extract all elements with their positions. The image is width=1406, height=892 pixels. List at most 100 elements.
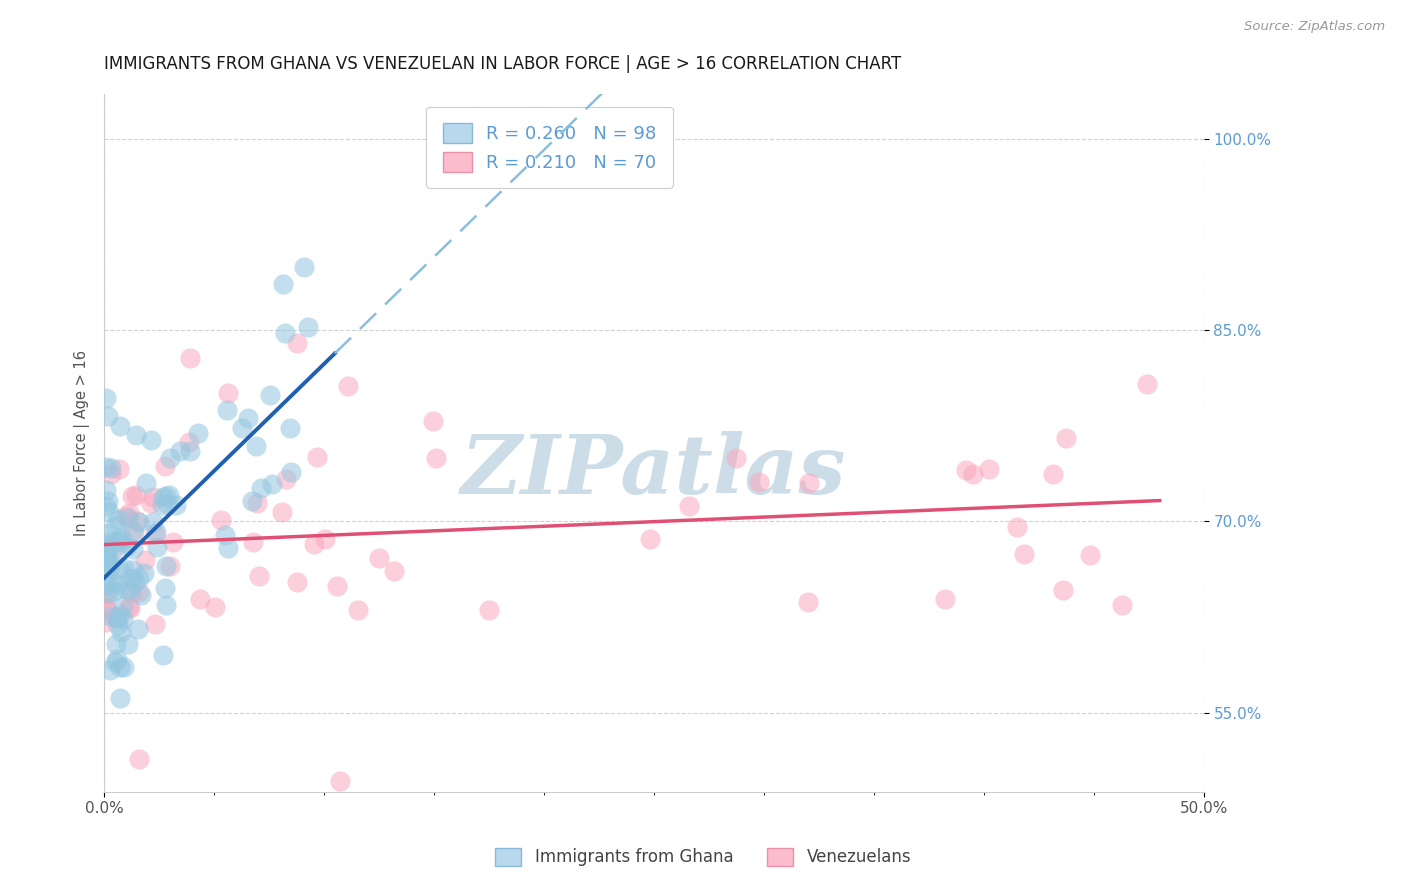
Point <box>1136 377 1159 392</box>
Point <box>347 603 370 617</box>
Point <box>112 660 135 674</box>
Point <box>108 607 131 622</box>
Point <box>231 421 253 435</box>
Point <box>165 498 187 512</box>
Point <box>104 540 127 554</box>
Point <box>478 602 501 616</box>
Point <box>799 475 821 490</box>
Point <box>127 622 149 636</box>
Point <box>724 451 747 466</box>
Point <box>122 524 145 538</box>
Point <box>152 490 174 504</box>
Point <box>250 482 273 496</box>
Point <box>142 516 165 530</box>
Point <box>98 505 121 519</box>
Point <box>120 582 142 597</box>
Text: IMMIGRANTS FROM GHANA VS VENEZUELAN IN LABOR FORCE | AGE > 16 CORRELATION CHART: IMMIGRANTS FROM GHANA VS VENEZUELAN IN L… <box>104 55 901 73</box>
Point <box>105 577 128 591</box>
Point <box>110 418 132 433</box>
Point <box>117 511 139 525</box>
Point <box>121 586 143 600</box>
Point <box>101 574 124 589</box>
Point <box>114 508 136 523</box>
Point <box>101 552 124 566</box>
Point <box>96 566 118 580</box>
Point <box>797 595 820 609</box>
Point <box>139 433 162 447</box>
Point <box>304 537 326 551</box>
Point <box>97 525 120 540</box>
Point <box>96 578 118 592</box>
Point <box>98 609 121 624</box>
Point <box>121 563 143 577</box>
Point <box>120 600 142 615</box>
Point <box>125 428 148 442</box>
Point <box>104 610 127 624</box>
Point <box>214 528 236 542</box>
Point <box>143 616 166 631</box>
Point <box>240 494 263 508</box>
Point <box>127 515 149 529</box>
Point <box>1054 431 1077 445</box>
Point <box>121 489 143 503</box>
Point <box>1078 548 1101 562</box>
Point <box>1052 583 1074 598</box>
Point <box>108 533 131 548</box>
Point <box>278 421 301 435</box>
Point <box>145 524 167 539</box>
Point <box>97 586 120 600</box>
Point <box>108 660 131 674</box>
Point <box>94 483 117 498</box>
Point <box>108 690 131 705</box>
Point <box>107 462 129 476</box>
Point <box>135 475 157 490</box>
Point <box>217 541 239 555</box>
Point <box>108 535 131 549</box>
Point <box>128 571 150 585</box>
Point <box>142 490 165 504</box>
Point <box>209 513 232 527</box>
Point <box>1042 467 1064 481</box>
Point <box>114 582 136 596</box>
Point <box>285 335 308 350</box>
Point <box>292 260 315 275</box>
Point <box>103 584 125 599</box>
Point <box>105 610 128 624</box>
Point <box>329 773 352 788</box>
Point <box>262 476 284 491</box>
Point <box>107 512 129 526</box>
Point <box>94 589 117 603</box>
Point <box>204 599 226 614</box>
Point <box>150 498 173 512</box>
Point <box>422 414 444 428</box>
Point <box>1005 519 1028 533</box>
Point <box>1111 598 1133 612</box>
Point <box>98 663 121 677</box>
Point <box>274 326 297 341</box>
Y-axis label: In Labor Force | Age > 16: In Labor Force | Age > 16 <box>75 350 90 536</box>
Point <box>111 599 134 614</box>
Point <box>115 539 138 553</box>
Point <box>367 551 389 566</box>
Point <box>96 615 118 629</box>
Point <box>100 467 122 482</box>
Point <box>96 494 118 508</box>
Point <box>122 524 145 539</box>
Point <box>155 559 177 574</box>
Point <box>96 550 118 565</box>
Point <box>94 601 117 615</box>
Point <box>124 575 146 590</box>
Point <box>242 535 264 549</box>
Point <box>270 505 292 519</box>
Point <box>169 444 191 458</box>
Point <box>128 752 150 766</box>
Point <box>118 506 141 520</box>
Point <box>238 410 260 425</box>
Point <box>105 652 128 666</box>
Point <box>962 467 984 481</box>
Point <box>104 637 127 651</box>
Point <box>128 515 150 529</box>
Point <box>280 465 302 479</box>
Point <box>98 559 121 574</box>
Point <box>107 617 129 632</box>
